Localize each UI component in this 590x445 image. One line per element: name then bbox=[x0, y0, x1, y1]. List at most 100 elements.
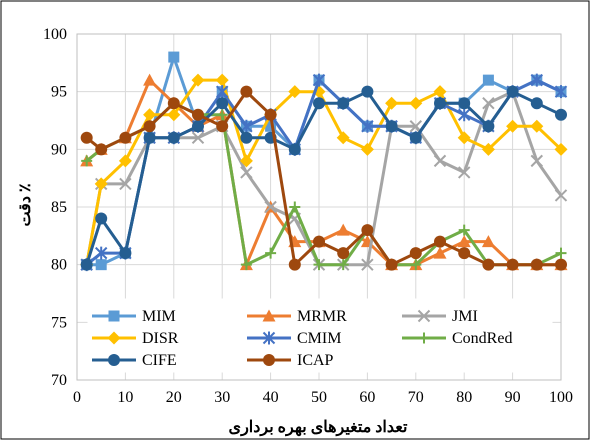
data-point-jmi bbox=[482, 96, 495, 110]
plot-area-border bbox=[76, 33, 562, 381]
data-point-disr bbox=[215, 73, 229, 87]
data-point-jmi bbox=[119, 177, 132, 191]
data-point-cmim bbox=[530, 73, 544, 87]
data-point-cife bbox=[143, 131, 156, 144]
data-point-mrmr bbox=[336, 223, 350, 236]
data-point-disr bbox=[409, 96, 423, 110]
data-point-icap bbox=[264, 108, 277, 121]
data-point-cmim bbox=[215, 85, 229, 99]
data-point-cife bbox=[458, 97, 471, 110]
data-point-icap bbox=[216, 120, 229, 133]
data-point-cife bbox=[409, 131, 422, 144]
data-point-icap bbox=[80, 131, 93, 144]
data-point-condred bbox=[337, 259, 349, 271]
legend-label-mim: MIM bbox=[142, 308, 176, 325]
data-point-icap bbox=[313, 235, 325, 248]
data-point-mim bbox=[482, 74, 494, 86]
data-point-condred bbox=[555, 247, 567, 259]
data-point-disr bbox=[385, 96, 399, 110]
x-tick-label: 40 bbox=[263, 389, 279, 406]
data-point-disr bbox=[360, 142, 374, 156]
data-point-jmi bbox=[240, 166, 253, 179]
data-point-cife bbox=[385, 120, 398, 133]
legend-marker-icap bbox=[263, 354, 275, 366]
data-point-icap bbox=[192, 108, 204, 121]
series-icap bbox=[80, 85, 567, 271]
legend-box bbox=[87, 298, 553, 373]
data-point-cife bbox=[337, 97, 350, 110]
data-point-condred bbox=[410, 259, 422, 271]
y-tick-label: 90 bbox=[51, 141, 67, 158]
data-point-cmim bbox=[457, 108, 471, 122]
data-point-icap bbox=[555, 258, 567, 271]
data-point-mrmr bbox=[433, 246, 447, 259]
legend-label-disr: DISR bbox=[142, 330, 179, 347]
data-point-icap bbox=[337, 247, 350, 260]
data-point-icap bbox=[530, 258, 543, 271]
x-tick-label: 80 bbox=[456, 389, 472, 406]
legend: MIM MRMR JMI DISR CMIM CondRed CIFE ICAP bbox=[87, 298, 553, 373]
y-tick-label: 70 bbox=[51, 372, 67, 389]
data-point-icap bbox=[95, 143, 108, 156]
legend-marker-mim bbox=[108, 310, 120, 322]
legend-label-cmim: CMIM bbox=[297, 330, 341, 347]
data-point-disr bbox=[167, 108, 181, 122]
data-point-jmi bbox=[554, 189, 568, 202]
data-point-cife bbox=[361, 85, 374, 98]
data-point-disr bbox=[506, 119, 520, 133]
data-point-condred bbox=[216, 109, 228, 121]
data-point-cife bbox=[530, 97, 543, 110]
data-point-mrmr bbox=[457, 235, 471, 248]
data-point-icap bbox=[240, 85, 253, 98]
legend-marker-condred bbox=[418, 332, 430, 344]
legend-marker-mrmr bbox=[262, 309, 276, 322]
legend-marker-cife bbox=[108, 354, 120, 366]
data-point-icap bbox=[143, 120, 156, 133]
data-point-jmi bbox=[433, 154, 447, 168]
data-point-disr bbox=[239, 154, 253, 168]
data-point-disr bbox=[530, 119, 544, 133]
y-tick-label: 85 bbox=[51, 199, 67, 216]
data-point-cife bbox=[313, 97, 325, 110]
data-point-condred bbox=[289, 201, 301, 213]
data-point-jmi bbox=[530, 154, 544, 168]
data-point-cife bbox=[482, 120, 495, 133]
x-tick-label: 70 bbox=[408, 389, 424, 406]
data-point-condred bbox=[240, 259, 252, 271]
data-point-cmim bbox=[94, 246, 108, 260]
x-tick-label: 50 bbox=[311, 389, 327, 406]
data-point-icap bbox=[119, 131, 132, 144]
data-point-jmi bbox=[264, 200, 277, 214]
data-point-cife bbox=[216, 97, 229, 110]
legend-label-condred: CondRed bbox=[452, 330, 512, 347]
data-point-icap bbox=[506, 258, 519, 271]
data-point-cife bbox=[95, 212, 108, 225]
series-layer bbox=[80, 51, 568, 272]
data-point-disr bbox=[118, 154, 132, 168]
data-point-cmim bbox=[554, 85, 568, 99]
legend-marker-disr bbox=[107, 331, 121, 345]
x-tick-label: 60 bbox=[359, 389, 375, 406]
data-point-disr bbox=[554, 142, 568, 156]
data-point-cife bbox=[288, 143, 301, 156]
data-point-cife bbox=[119, 247, 132, 260]
data-point-disr bbox=[481, 142, 495, 156]
y-axis-title: دقت ٪ bbox=[17, 183, 34, 226]
data-point-condred bbox=[265, 247, 277, 259]
data-point-mrmr bbox=[481, 235, 495, 248]
y-tick-label: 100 bbox=[43, 26, 67, 43]
series-cife bbox=[80, 85, 567, 271]
x-tick-label: 30 bbox=[214, 389, 230, 406]
legend-marker-jmi bbox=[417, 309, 431, 323]
data-point-icap bbox=[434, 235, 446, 248]
data-point-cife bbox=[240, 131, 253, 144]
data-point-disr bbox=[143, 108, 157, 122]
data-point-jmi bbox=[361, 258, 374, 271]
data-point-cmim bbox=[312, 73, 326, 87]
data-point-disr bbox=[336, 131, 350, 145]
x-tick-label: 100 bbox=[549, 389, 573, 406]
data-point-disr bbox=[94, 177, 108, 191]
data-point-condred bbox=[81, 155, 93, 167]
